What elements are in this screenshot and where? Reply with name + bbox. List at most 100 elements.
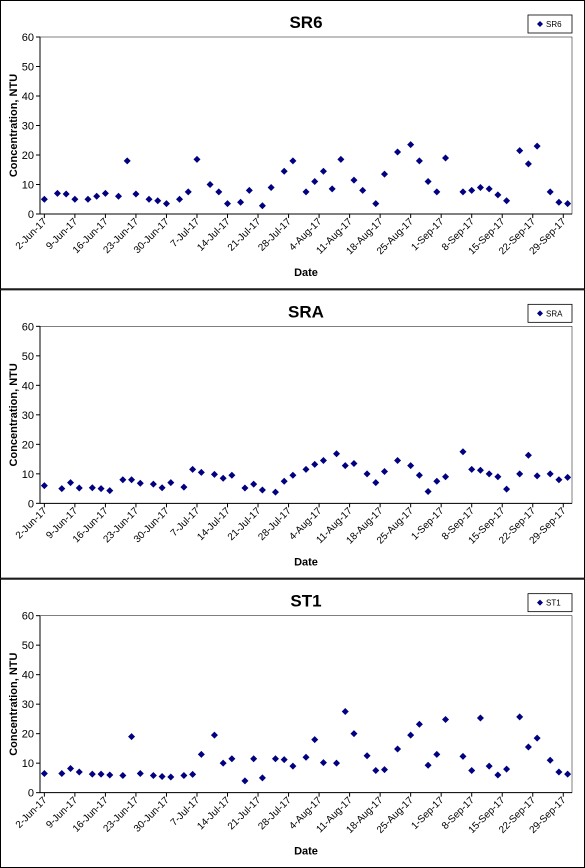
data-point xyxy=(494,191,502,199)
data-point xyxy=(106,487,114,495)
data-point xyxy=(564,473,572,481)
x-axis-label: Date xyxy=(294,846,318,858)
y-tick-label: 20 xyxy=(22,150,34,162)
y-tick-label: 10 xyxy=(22,180,34,192)
legend-label: ST1 xyxy=(546,599,561,608)
data-point xyxy=(459,752,467,760)
legend-box xyxy=(527,593,573,613)
data-point xyxy=(215,188,223,196)
y-tick-label: 20 xyxy=(22,729,34,741)
data-point xyxy=(302,465,310,473)
data-point xyxy=(119,476,127,484)
data-point xyxy=(564,770,572,778)
data-point xyxy=(58,769,66,777)
data-point xyxy=(228,755,236,763)
data-point xyxy=(380,170,388,178)
y-tick-label: 0 xyxy=(28,498,34,510)
y-tick-label: 0 xyxy=(28,209,34,221)
legend-marker xyxy=(537,21,543,27)
y-tick-label: 60 xyxy=(22,32,34,44)
data-point xyxy=(380,766,388,774)
data-point xyxy=(311,460,319,468)
y-tick-label: 20 xyxy=(22,439,34,451)
data-point xyxy=(476,183,484,191)
data-point xyxy=(442,716,450,724)
data-point xyxy=(58,485,66,493)
chart-title: ST1 xyxy=(290,592,321,611)
data-point xyxy=(158,484,166,492)
data-point xyxy=(459,448,467,456)
data-point xyxy=(250,480,258,488)
chart-title: SRA xyxy=(288,302,324,321)
data-point xyxy=(219,759,227,767)
data-point xyxy=(271,755,279,763)
data-point xyxy=(280,477,288,485)
data-point xyxy=(128,476,136,484)
x-axis-label: Date xyxy=(294,267,318,279)
data-point xyxy=(149,480,157,488)
data-point xyxy=(524,743,532,751)
y-axis-label: Concentration, NTU xyxy=(8,652,20,755)
y-axis-label: Concentration, NTU xyxy=(8,74,20,177)
data-point xyxy=(176,195,184,203)
data-point xyxy=(136,769,144,777)
data-point xyxy=(197,468,205,476)
data-point xyxy=(88,770,96,778)
data-point xyxy=(524,160,532,168)
y-axis-label: Concentration, NTU xyxy=(8,363,20,466)
data-point xyxy=(319,759,327,767)
data-point xyxy=(503,197,511,205)
data-point xyxy=(189,770,197,778)
data-point xyxy=(128,733,136,741)
data-point xyxy=(241,484,249,492)
data-point xyxy=(219,474,227,482)
data-point xyxy=(533,734,541,742)
data-point xyxy=(267,183,275,191)
data-point xyxy=(149,772,157,780)
y-tick-label: 0 xyxy=(28,788,34,800)
data-point xyxy=(350,730,358,738)
data-point xyxy=(433,188,441,196)
chart-panel: ST101020304050602-Jun-179-Jun-1716-Jun-1… xyxy=(0,578,585,868)
y-tick-label: 30 xyxy=(22,410,34,422)
data-point xyxy=(40,482,48,490)
y-tick-label: 50 xyxy=(22,351,34,363)
y-tick-label: 10 xyxy=(22,758,34,770)
data-point xyxy=(40,769,48,777)
data-point xyxy=(394,148,402,156)
data-point xyxy=(237,198,245,206)
data-point xyxy=(494,771,502,779)
y-tick-label: 60 xyxy=(22,611,34,623)
data-point xyxy=(67,764,75,772)
data-point xyxy=(485,762,493,770)
data-point xyxy=(564,200,572,208)
y-tick-label: 40 xyxy=(22,380,34,392)
legend-label: SR6 xyxy=(546,20,562,29)
data-point xyxy=(258,774,266,782)
data-point xyxy=(197,750,205,758)
data-point xyxy=(485,185,493,193)
data-point xyxy=(407,462,415,470)
data-point xyxy=(407,731,415,739)
data-point xyxy=(533,142,541,150)
chart-title: SR6 xyxy=(289,13,322,32)
data-point xyxy=(180,772,188,780)
legend-label: SRA xyxy=(546,309,563,318)
panel-border xyxy=(0,289,585,579)
data-point xyxy=(555,768,563,776)
data-point xyxy=(433,477,441,485)
data-point xyxy=(271,488,279,496)
data-point xyxy=(145,195,153,203)
data-point xyxy=(206,181,214,188)
data-point xyxy=(319,167,327,175)
y-tick-label: 40 xyxy=(22,91,34,103)
data-point xyxy=(372,200,380,208)
data-point xyxy=(71,195,79,203)
data-point xyxy=(333,759,341,767)
data-point xyxy=(119,772,127,780)
legend-box xyxy=(527,303,573,323)
data-point xyxy=(503,485,511,493)
data-point xyxy=(468,767,476,775)
chart-panel: SR601020304050602-Jun-179-Jun-1716-Jun-1… xyxy=(0,0,585,290)
